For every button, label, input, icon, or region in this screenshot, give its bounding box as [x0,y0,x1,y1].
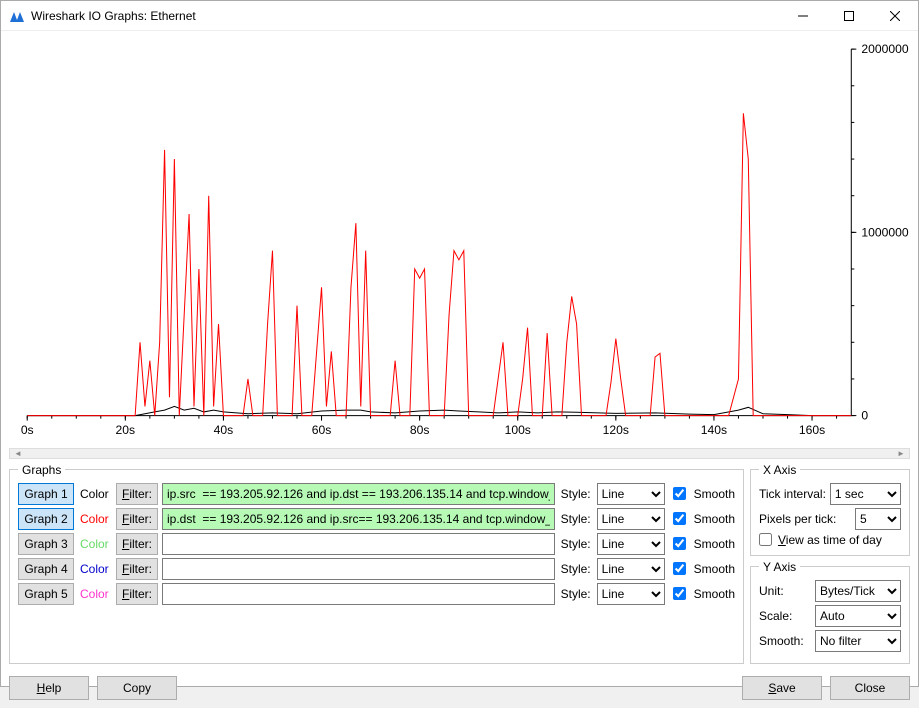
graph-1-color-label: Color [78,487,112,501]
graph-2-smooth-label: Smooth [694,512,735,526]
graph-row-5: Graph 5 Color Filter: Style: Line Smooth [18,583,735,605]
graph-3-filter-button[interactable]: Filter: [116,533,158,555]
close-dialog-button[interactable]: Close [830,676,910,700]
graph-5-filter-button[interactable]: Filter: [116,583,158,605]
graph-row-4: Graph 4 Color Filter: Style: Line Smooth [18,558,735,580]
graph-2-style-label: Style: [559,512,593,526]
graph-4-toggle[interactable]: Graph 4 [18,558,74,580]
pixels-per-tick-label: Pixels per tick: [759,512,851,526]
graph-5-smooth-label: Smooth [694,587,735,601]
graph-3-smooth-label: Smooth [694,537,735,551]
graph-5-smooth-checkbox[interactable] [673,587,686,600]
scale-label: Scale: [759,609,811,623]
scroll-left-icon[interactable]: ◄ [10,449,26,458]
graph-2-filter-input[interactable] [162,508,555,530]
graph-3-toggle[interactable]: Graph 3 [18,533,74,555]
graph-2-toggle[interactable]: Graph 2 [18,508,74,530]
scroll-track[interactable] [26,449,893,458]
graph-1-smooth-checkbox[interactable] [673,487,686,500]
minimize-button[interactable] [780,1,826,31]
scroll-right-icon[interactable]: ► [893,449,909,458]
x-axis-fieldset: X Axis Tick interval: 1 sec Pixels per t… [750,463,910,556]
graph-5-color-label: Color [78,587,112,601]
graph-5-toggle[interactable]: Graph 5 [18,583,74,605]
graph-1-filter-button[interactable]: Filter: [116,483,158,505]
graph-row-3: Graph 3 Color Filter: Style: Line Smooth [18,533,735,555]
x-axis-legend: X Axis [759,463,800,477]
graph-3-color-label: Color [78,537,112,551]
graph-4-filter-input[interactable] [162,558,555,580]
svg-text:100s: 100s [505,423,531,437]
svg-text:0s: 0s [21,423,34,437]
window-title: Wireshark IO Graphs: Ethernet [31,9,780,23]
graph-4-smooth-checkbox[interactable] [673,562,686,575]
titlebar: Wireshark IO Graphs: Ethernet [1,1,918,31]
io-graph-chart[interactable]: 0 1000000 2000000 0s 20s 40s 60s 80s 100s 120s 140… [9,39,910,444]
window-root: Wireshark IO Graphs: Ethernet 0 1000000 20… [0,0,919,687]
svg-text:160s: 160s [799,423,825,437]
graph-3-filter-input[interactable] [162,533,555,555]
graph-3-style-select[interactable]: Line [597,533,665,555]
copy-button[interactable]: Copy [97,676,177,700]
y-axis-fieldset: Y Axis Unit: Bytes/Tick Scale: Auto Smoo… [750,560,910,664]
graph-4-style-label: Style: [559,562,593,576]
graph-1-style-label: Style: [559,487,593,501]
svg-text:2000000: 2000000 [861,42,908,56]
graph-row-1: Graph 1 Color Filter: Style: Line Smooth [18,483,735,505]
help-button[interactable]: Help [9,676,89,700]
graph-3-smooth-checkbox[interactable] [673,537,686,550]
panels: Graphs Graph 1 Color Filter: Style: Line Smoo… [1,463,918,670]
smooth-select[interactable]: No filter [815,630,901,652]
unit-label: Unit: [759,584,811,598]
graphs-fieldset: Graphs Graph 1 Color Filter: Style: Line Smoo… [9,463,744,664]
svg-text:120s: 120s [603,423,629,437]
svg-text:0: 0 [861,409,868,423]
graph-4-smooth-label: Smooth [694,562,735,576]
bottom-bar: Help Copy Save Close [1,670,918,708]
graph-4-style-select[interactable]: Line [597,558,665,580]
graph-1-filter-input[interactable] [162,483,555,505]
graph-1-style-select[interactable]: Line [597,483,665,505]
horizontal-scrollbar[interactable]: ◄ ► [9,448,910,459]
graph-row-2: Graph 2 Color Filter: Style: Line Smooth [18,508,735,530]
graph-4-filter-button[interactable]: Filter: [116,558,158,580]
smooth-label: Smooth: [759,634,811,648]
graph-4-color-label: Color [78,562,112,576]
graph-1-toggle[interactable]: Graph 1 [18,483,74,505]
svg-text:1000000: 1000000 [861,225,908,239]
chart-area: 0 1000000 2000000 0s 20s 40s 60s 80s 100s 120s 140… [1,31,918,444]
graph-5-style-label: Style: [559,587,593,601]
svg-text:80s: 80s [410,423,430,437]
graph-2-filter-button[interactable]: Filter: [116,508,158,530]
svg-text:40s: 40s [214,423,234,437]
tick-interval-select[interactable]: 1 sec [830,483,901,505]
svg-text:140s: 140s [701,423,727,437]
svg-text:60s: 60s [312,423,332,437]
graph-2-smooth-checkbox[interactable] [673,512,686,525]
graph-1-smooth-label: Smooth [694,487,735,501]
save-button[interactable]: Save [742,676,822,700]
graph-2-color-label: Color [78,512,112,526]
view-as-tod-label[interactable]: View as time of day [778,533,882,547]
graph-2-style-select[interactable]: Line [597,508,665,530]
wireshark-icon [9,8,25,24]
graph-5-style-select[interactable]: Line [597,583,665,605]
svg-text:20s: 20s [116,423,136,437]
y-axis-legend: Y Axis [759,560,800,574]
view-as-tod-checkbox[interactable] [759,533,772,546]
tick-interval-label: Tick interval: [759,487,826,501]
graph-5-filter-input[interactable] [162,583,555,605]
close-button[interactable] [872,1,918,31]
pixels-per-tick-select[interactable]: 5 [855,508,901,530]
graph-3-style-label: Style: [559,537,593,551]
graphs-legend: Graphs [18,463,65,477]
scale-select[interactable]: Auto [815,605,901,627]
maximize-button[interactable] [826,1,872,31]
unit-select[interactable]: Bytes/Tick [815,580,901,602]
